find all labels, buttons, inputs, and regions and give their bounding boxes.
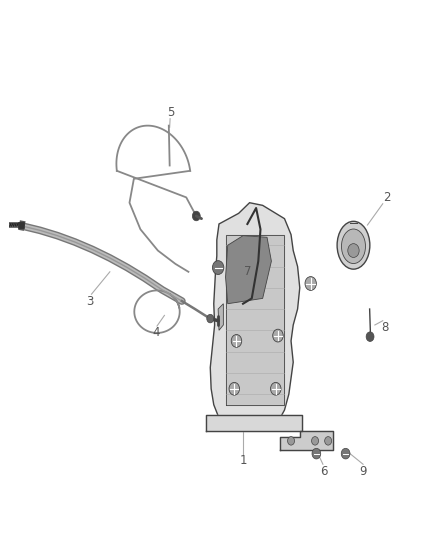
Polygon shape xyxy=(280,431,332,450)
Circle shape xyxy=(312,448,321,459)
Text: 7: 7 xyxy=(244,265,251,278)
Circle shape xyxy=(366,332,374,342)
Text: 2: 2 xyxy=(383,191,391,204)
Text: 4: 4 xyxy=(152,326,159,340)
Circle shape xyxy=(271,382,281,395)
Polygon shape xyxy=(210,203,300,429)
Polygon shape xyxy=(226,236,272,304)
Polygon shape xyxy=(218,304,223,330)
Circle shape xyxy=(229,382,240,395)
Ellipse shape xyxy=(337,221,370,269)
Circle shape xyxy=(207,314,214,323)
Circle shape xyxy=(325,437,332,445)
Text: 5: 5 xyxy=(167,106,175,119)
Text: 8: 8 xyxy=(381,321,389,334)
Text: 6: 6 xyxy=(320,465,328,478)
Circle shape xyxy=(231,335,242,348)
Polygon shape xyxy=(206,415,302,431)
Text: 3: 3 xyxy=(87,295,94,308)
Circle shape xyxy=(273,329,283,342)
Circle shape xyxy=(192,211,200,221)
Circle shape xyxy=(288,437,294,445)
Polygon shape xyxy=(226,235,285,405)
Circle shape xyxy=(212,261,224,274)
Text: 1: 1 xyxy=(239,454,247,467)
Text: 9: 9 xyxy=(359,465,367,478)
Circle shape xyxy=(305,277,316,290)
Circle shape xyxy=(348,244,359,257)
Circle shape xyxy=(311,437,318,445)
Circle shape xyxy=(341,448,350,459)
Ellipse shape xyxy=(342,229,365,264)
